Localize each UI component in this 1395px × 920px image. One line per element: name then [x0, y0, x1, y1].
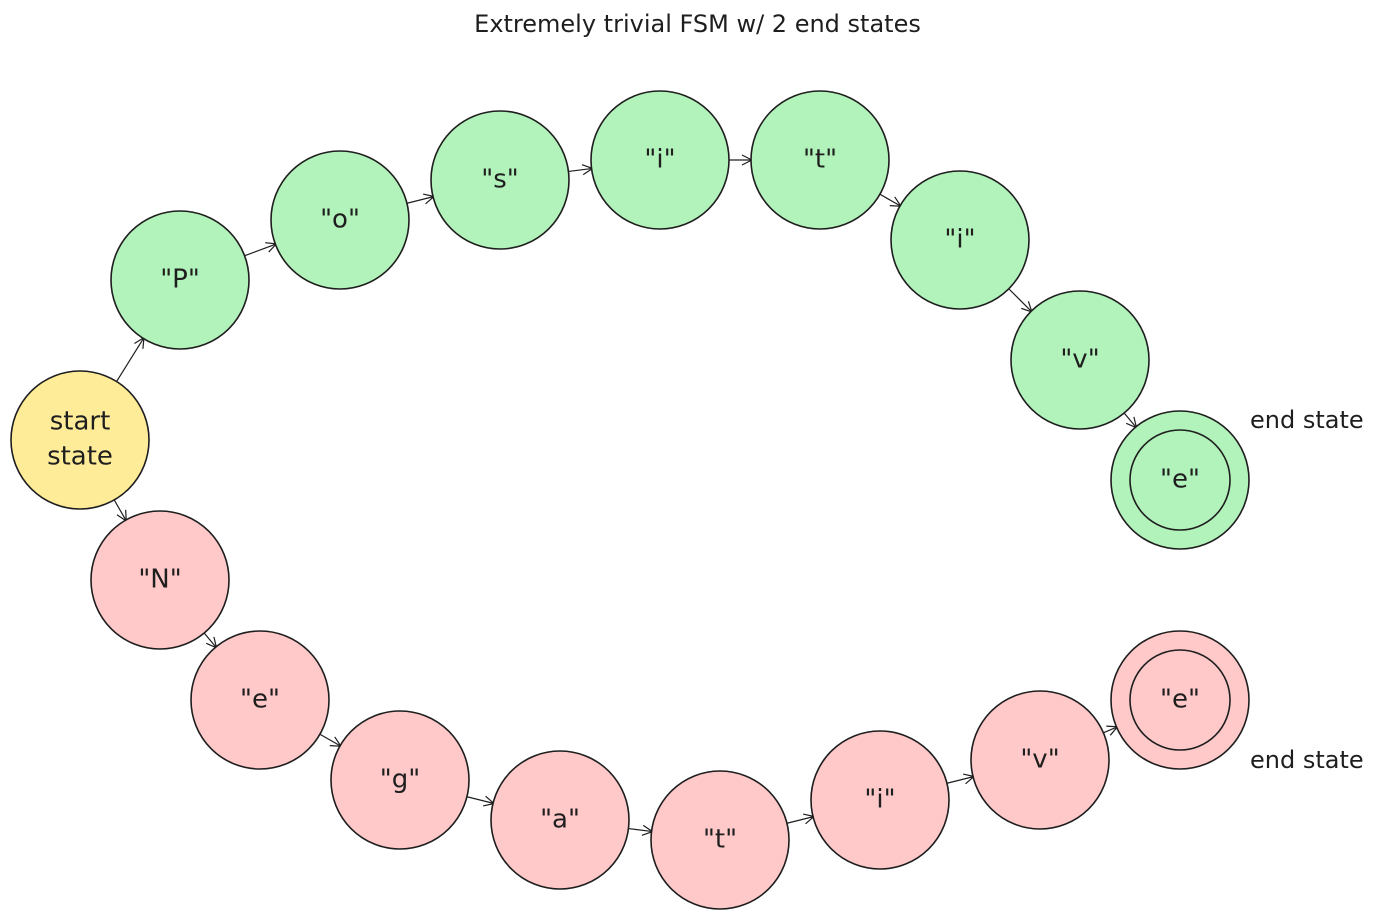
state-node-green-0: "P": [110, 210, 250, 350]
state-node-green-4-circle: [750, 90, 890, 230]
transition-arrow-red-2: [317, 732, 341, 746]
state-node-red-4-circle: [650, 770, 790, 910]
transition-arrow-green-2: [404, 196, 434, 205]
state-node-green-1: "o": [270, 150, 410, 290]
state-node-red-3-label: "a": [540, 805, 580, 835]
transition-arrow-red-6: [944, 776, 974, 785]
state-node-green-1-label: "o": [320, 205, 360, 235]
state-node-green-3-circle: [590, 90, 730, 230]
state-node-green-3-label: "i": [644, 145, 675, 175]
state-node-red-7: "e": [1110, 630, 1250, 770]
diagram-title: Extremely trivial FSM w/ 2 end states: [474, 10, 921, 38]
state-node-red-2-label: "g": [380, 765, 420, 795]
state-node-green-2-label: "s": [481, 165, 518, 195]
state-node-red-6: "v": [970, 690, 1110, 830]
state-node-red-3-circle: [490, 750, 630, 890]
state-node-green-0-label: "P": [160, 265, 200, 295]
start-state-node-label: start: [50, 407, 111, 437]
transition-arrow-red-1: [202, 631, 217, 647]
state-node-green-2-circle: [430, 110, 570, 250]
state-node-red-5-label: "i": [864, 785, 895, 815]
state-node-green-5-circle: [890, 170, 1030, 310]
state-node-green-7-circle: [1110, 410, 1250, 550]
transition-arrow-red-7: [1101, 727, 1118, 734]
transition-arrow-red-4: [626, 828, 652, 831]
transition-arrow-red-0: [112, 497, 126, 521]
state-node-green-1-circle: [270, 150, 410, 290]
state-node-green-4: "t": [750, 90, 890, 230]
state-node-red-6-label: "v": [1020, 745, 1059, 775]
transition-arrow-green-5: [877, 192, 901, 206]
state-node-red-2-circle: [330, 710, 470, 850]
transition-arrow-green-0: [115, 338, 144, 384]
state-node-red-0: "N": [90, 510, 230, 650]
transition-arrow-red-5: [784, 816, 814, 825]
end-state-label-red: end state: [1250, 746, 1364, 774]
end-state-label-green: end state: [1250, 406, 1364, 434]
state-node-red-1: "e": [190, 630, 330, 770]
state-node-green-6-label: "v": [1060, 345, 1099, 375]
transition-arrow-green-6: [1006, 286, 1032, 312]
start-state-node-circle: [10, 370, 150, 510]
state-node-green-7-label: "e": [1160, 465, 1200, 495]
state-node-green-6: "v": [1010, 290, 1150, 430]
state-node-green-5-label: "i": [944, 225, 975, 255]
transition-arrow-red-3: [464, 795, 494, 803]
state-node-red-7-inner-circle: [1129, 649, 1231, 751]
state-node-green-7: "e": [1110, 410, 1250, 550]
state-node-red-1-label: "e": [240, 685, 280, 715]
state-node-green-3: "i": [590, 90, 730, 230]
state-node-red-7-circle: [1110, 630, 1250, 770]
state-node-green-2: "s": [430, 110, 570, 250]
state-node-red-4: "t": [650, 770, 790, 910]
transition-arrow-green-3: [566, 168, 592, 171]
state-node-red-4-label: "t": [703, 825, 737, 855]
state-node-red-6-circle: [970, 690, 1110, 830]
state-node-green-5: "i": [890, 170, 1030, 310]
transition-arrow-green-7: [1122, 411, 1137, 427]
state-node-red-1-circle: [190, 630, 330, 770]
start-state-node: start state: [10, 370, 150, 510]
state-node-green-0-circle: [110, 210, 250, 350]
transition-arrow-green-1: [242, 244, 277, 258]
start-state-node-label: state: [47, 442, 113, 472]
state-node-red-0-label: "N": [138, 565, 181, 595]
state-node-red-5: "i": [810, 730, 950, 870]
state-node-red-7-label: "e": [1160, 685, 1200, 715]
state-node-red-3: "a": [490, 750, 630, 890]
state-node-red-2: "g": [330, 710, 470, 850]
state-node-green-4-label: "t": [803, 145, 837, 175]
state-node-red-0-circle: [90, 510, 230, 650]
state-node-green-6-circle: [1010, 290, 1150, 430]
state-node-green-7-inner-circle: [1129, 429, 1231, 531]
state-node-red-5-circle: [810, 730, 950, 870]
